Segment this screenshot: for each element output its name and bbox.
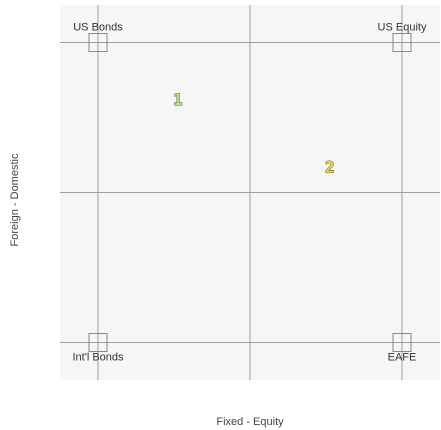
x-axis-label: Fixed - Equity bbox=[216, 416, 284, 428]
corner-box bbox=[392, 33, 412, 52]
corner-label: US Equity bbox=[378, 22, 427, 34]
corner-marker: US Equity bbox=[378, 22, 427, 52]
corner-label: EAFE bbox=[388, 352, 417, 364]
corner-markers: US Bonds US Equity Int'l Bonds EAFE bbox=[72, 22, 426, 364]
data-point-label: 1 bbox=[173, 90, 183, 109]
corner-label: Int'l Bonds bbox=[72, 352, 124, 364]
y-axis-label: Foreign - Domestic bbox=[9, 153, 21, 246]
corner-marker: US Bonds bbox=[73, 22, 123, 52]
corner-box bbox=[88, 333, 108, 352]
corner-marker: EAFE bbox=[388, 333, 417, 364]
corner-label: US Bonds bbox=[73, 22, 123, 34]
data-point-label: 2 bbox=[325, 157, 335, 176]
data-points: 12 bbox=[173, 89, 335, 176]
corner-box bbox=[88, 33, 108, 52]
corner-marker: Int'l Bonds bbox=[72, 333, 124, 364]
corner-box bbox=[392, 333, 412, 352]
grid bbox=[60, 5, 440, 380]
